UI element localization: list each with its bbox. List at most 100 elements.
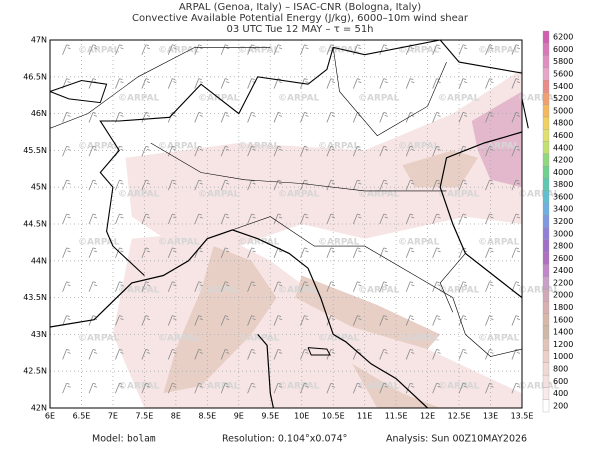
cape-area (163, 246, 277, 394)
x-tick-label: 13.5E (511, 412, 534, 421)
wind-barb (115, 315, 124, 326)
map: ©ARPAL ©ARPAL ©ARPAL ©ARPAL ©ARPAL ©ARPAL ©ARP… (23, 36, 559, 421)
wind-barb (167, 145, 177, 157)
wind-barb (194, 112, 203, 123)
wind-barb (115, 179, 124, 191)
footer-model: bolam (127, 434, 156, 445)
colorbar-label: 2400 (553, 266, 573, 275)
wind-barb (511, 78, 521, 89)
wind-barb (167, 78, 177, 89)
x-tick-label: 7E (108, 412, 118, 421)
watermark: ©ARPAL (238, 46, 280, 56)
wind-barb (88, 349, 98, 360)
region-border (332, 47, 447, 137)
wind-barb (432, 382, 441, 394)
wind-barb (62, 349, 71, 360)
wind-barb (300, 315, 309, 326)
colorbar-label: 3000 (553, 229, 573, 238)
x-tick-label: 12.5E (448, 412, 471, 421)
watermark: ©ARPAL (278, 382, 320, 392)
colorbar-swatch (542, 141, 550, 155)
watermark: ©ARPAL (78, 334, 120, 344)
wind-barb (458, 315, 468, 326)
y-tick-label: 43N (31, 330, 47, 339)
wind-barb (115, 78, 124, 89)
wind-barb (220, 247, 230, 259)
colorbar-label: 5800 (553, 57, 573, 66)
wind-barb (115, 247, 124, 259)
wind-barb (432, 44, 441, 55)
wind-barb (141, 349, 151, 360)
colorbar: 6200 6000 5800 5600 5400 5200 5000 4800 4600 4400… (542, 30, 573, 413)
wind-barb (167, 349, 177, 360)
coastline (307, 347, 331, 356)
x-tick-label: 10.5E (322, 412, 345, 421)
colorbar-swatch (542, 153, 550, 167)
wind-barb (326, 145, 336, 157)
wind-barb (326, 247, 336, 259)
map-frame (49, 39, 523, 409)
wind-barb (167, 213, 177, 225)
wind-barb (273, 145, 283, 157)
wind-barb (88, 382, 98, 394)
colorbar-swatch (542, 104, 550, 118)
wind-barb (141, 213, 151, 225)
wind-barb (405, 281, 415, 292)
colorbar-swatch (542, 92, 550, 105)
colorbar-swatch (542, 252, 550, 265)
wind-barb (141, 382, 151, 394)
wind-barb (379, 78, 388, 89)
wind-barb (511, 145, 521, 157)
colorbar-label: 1200 (553, 340, 573, 349)
footer-resolution: Resolution: 0.104°x0.074° (222, 434, 347, 445)
wind-barb (220, 349, 230, 360)
wind-barb (458, 78, 468, 89)
watermark: ©ARPAL (318, 334, 360, 344)
wind-barb (115, 213, 124, 225)
wind-barb (432, 247, 441, 259)
wind-barb (432, 315, 441, 326)
wind-barb (62, 281, 71, 292)
colorbar-swatch (542, 178, 550, 191)
watermark: ©ARPAL (398, 238, 440, 248)
wind-barb (220, 78, 230, 89)
wind-barb (141, 145, 151, 157)
x-tick-label: 11.5E (385, 412, 408, 421)
colorbar-swatch (542, 43, 550, 56)
wind-barb (379, 315, 388, 326)
watermark: ©ARPAL (358, 382, 400, 392)
watermark: ©ARPAL (118, 94, 160, 104)
colorbar-label: 5600 (553, 70, 573, 79)
wind-barb (300, 349, 309, 360)
wind-barb (194, 145, 203, 157)
wind-barb (458, 112, 468, 123)
wind-barb (115, 349, 124, 360)
wind-barb (379, 44, 388, 55)
watermark: ©ARPAL (398, 46, 440, 56)
colorbar-label: 3200 (553, 217, 573, 226)
x-tick-label: 6E (45, 412, 55, 421)
wind-barb (326, 213, 336, 225)
wind-barb (167, 247, 177, 259)
watermark: ©ARPAL (478, 142, 520, 152)
x-tick-label: 7.5E (136, 412, 154, 421)
wind-barb (326, 349, 336, 360)
wind-barb (352, 315, 362, 326)
colorbar-swatch (542, 166, 550, 179)
wind-barb (405, 315, 415, 326)
colorbar-swatch (542, 239, 550, 253)
wind-barb (300, 44, 309, 55)
wind-barb (273, 349, 283, 360)
wind-barb (485, 213, 494, 225)
header-line: 03 UTC Tue 12 MAY – τ = 51h (226, 24, 373, 35)
colorbar-swatch (542, 362, 550, 376)
watermark: ©ARPAL (438, 94, 480, 104)
watermark: ©ARPAL (198, 382, 240, 392)
wind-barb (379, 247, 388, 259)
wind-barb (220, 44, 230, 55)
colorbar-swatch (542, 350, 550, 363)
wind-barb (511, 44, 521, 55)
wind-barb (405, 78, 415, 89)
colorbar-swatch (542, 190, 550, 204)
wind-barb (167, 281, 177, 292)
